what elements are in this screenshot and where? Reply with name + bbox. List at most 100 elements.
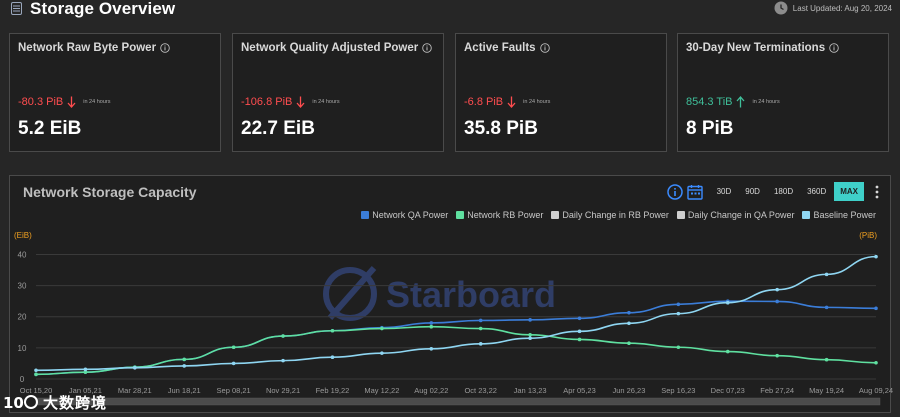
x-tick-label: Jan 05,21 bbox=[69, 386, 102, 395]
legend-swatch bbox=[676, 211, 685, 219]
page-title: Storage Overview bbox=[30, 0, 176, 18]
legend-swatch bbox=[802, 211, 811, 219]
data-point bbox=[429, 321, 434, 325]
y-tick-label: 30 bbox=[18, 282, 27, 291]
arrow-down-icon bbox=[296, 96, 305, 108]
data-point bbox=[874, 254, 878, 259]
data-point bbox=[577, 337, 582, 342]
calendar-icon[interactable] bbox=[686, 184, 703, 200]
x-tick-label: Oct 23,22 bbox=[464, 386, 497, 395]
more-vertical-icon[interactable] bbox=[874, 185, 880, 199]
card-change: -6.8 PiB in 24 hours bbox=[464, 96, 550, 108]
baseline-power-line bbox=[35, 255, 877, 372]
chart-legend: Network QA Power Network RB Power Daily Ch… bbox=[361, 210, 876, 220]
legend-label: Daily Change in RB Power bbox=[562, 210, 669, 220]
card-value: 5.2 EiB bbox=[18, 118, 82, 139]
x-tick-label: Feb 19,22 bbox=[316, 386, 350, 395]
data-point bbox=[874, 361, 878, 365]
data-point bbox=[281, 334, 285, 338]
card-title-text: Active Faults bbox=[464, 42, 536, 54]
chart-range-scrollbar-thumb bbox=[36, 398, 880, 405]
legend-item[interactable]: Network RB Power bbox=[456, 210, 543, 220]
legend-item[interactable]: Daily Change in QA Power bbox=[676, 210, 795, 220]
data-point bbox=[725, 349, 730, 354]
watermark-logo-icon: 10 bbox=[3, 394, 38, 412]
x-tick-label: Nov 29,21 bbox=[266, 386, 300, 395]
x-tick-label: May 12,22 bbox=[364, 386, 399, 395]
y-tick-label: 0 bbox=[20, 375, 25, 384]
info-icon[interactable] bbox=[160, 43, 170, 53]
range-button-90d[interactable]: 90D bbox=[745, 187, 760, 196]
x-tick-label: Sep 08,21 bbox=[217, 386, 251, 395]
data-point bbox=[577, 316, 582, 321]
header: Storage Overview Last Updated: Aug 20, 2… bbox=[0, 0, 900, 22]
data-point bbox=[775, 287, 779, 292]
data-point bbox=[429, 324, 434, 329]
legend-label: Baseline Power bbox=[813, 210, 876, 220]
data-point bbox=[824, 357, 829, 362]
data-point bbox=[83, 370, 88, 374]
data-point bbox=[182, 357, 187, 362]
legend-item[interactable]: Network QA Power bbox=[361, 210, 448, 220]
data-point bbox=[775, 353, 779, 358]
legend-swatch bbox=[551, 211, 560, 219]
data-point bbox=[725, 300, 730, 305]
change-value: -106.8 PiB bbox=[241, 96, 293, 108]
info-icon[interactable] bbox=[422, 43, 432, 53]
range-button-30d[interactable]: 30D bbox=[716, 187, 732, 196]
data-point bbox=[676, 345, 681, 350]
card-title-text: Network Quality Adjusted Power bbox=[241, 42, 419, 54]
info-icon[interactable] bbox=[539, 43, 550, 53]
change-value: 854.3 TiB bbox=[686, 96, 733, 108]
data-point bbox=[330, 328, 335, 333]
card-value: 8 PiB bbox=[686, 118, 734, 139]
card-value: 22.7 EiB bbox=[241, 118, 315, 139]
stat-card: Network Quality Adjusted Power -106.8 PiB… bbox=[232, 33, 444, 152]
chart-controls: 30D 90D 180D 360D MAX bbox=[666, 182, 880, 201]
starboard-logo-slash bbox=[327, 266, 377, 320]
data-point bbox=[874, 306, 878, 311]
data-point bbox=[775, 299, 779, 304]
database-icon bbox=[11, 2, 22, 15]
range-button-180d[interactable]: 180D bbox=[773, 187, 794, 196]
left-axis-unit: (EiB) bbox=[14, 231, 32, 240]
legend-label: Daily Change in QA Power bbox=[687, 210, 795, 220]
info-circle-icon[interactable] bbox=[666, 183, 683, 200]
corner-watermark: 10 大数跨境 bbox=[3, 391, 107, 413]
data-point bbox=[380, 351, 384, 355]
info-icon[interactable] bbox=[829, 43, 839, 53]
data-point bbox=[133, 365, 137, 370]
y-tick-label: 10 bbox=[18, 344, 27, 353]
clock-icon bbox=[774, 1, 788, 15]
data-point bbox=[182, 364, 187, 368]
arrow-down-icon bbox=[507, 96, 516, 108]
stat-card: Active Faults -6.8 PiB in 24 hours 35.8 PiB bbox=[455, 33, 667, 152]
legend-item[interactable]: Daily Change in RB Power bbox=[551, 210, 669, 220]
last-updated-text: Last Updated: Aug 20, 2024 bbox=[792, 3, 892, 13]
range-button-max[interactable]: MAX bbox=[834, 182, 864, 201]
panel-title: Network Storage Capacity bbox=[23, 184, 197, 200]
legend-item[interactable]: Baseline Power bbox=[802, 210, 876, 220]
x-tick-label: Jun 26,23 bbox=[612, 386, 645, 395]
data-point bbox=[627, 310, 631, 315]
card-value: 35.8 PiB bbox=[464, 118, 538, 139]
last-updated: Last Updated: Aug 20, 2024 bbox=[774, 1, 892, 15]
x-tick-label: Apr 05,23 bbox=[563, 386, 596, 395]
card-change: -80.3 PiB in 24 hours bbox=[18, 96, 110, 108]
network-storage-capacity-panel: Network Storage Capacity 30D 90D 180D 360D M… bbox=[9, 175, 891, 413]
x-tick-label: May 19,24 bbox=[809, 386, 844, 395]
card-title: 30-Day New Terminations bbox=[686, 42, 839, 54]
right-axis-unit: (PiB) bbox=[859, 231, 877, 240]
x-tick-label: Mar 28,21 bbox=[118, 386, 152, 395]
range-button-360d[interactable]: 360D bbox=[807, 187, 827, 196]
data-point bbox=[528, 336, 532, 341]
card-title: Network Quality Adjusted Power bbox=[241, 42, 432, 54]
card-title-text: 30-Day New Terminations bbox=[686, 42, 826, 54]
change-period: in 24 hours bbox=[83, 99, 111, 105]
data-point bbox=[528, 332, 532, 337]
x-tick-label: Feb 27,24 bbox=[760, 386, 794, 395]
starboard-logo-icon bbox=[323, 267, 377, 321]
data-point bbox=[478, 318, 483, 323]
x-tick-label: Aug 02,22 bbox=[414, 386, 448, 395]
